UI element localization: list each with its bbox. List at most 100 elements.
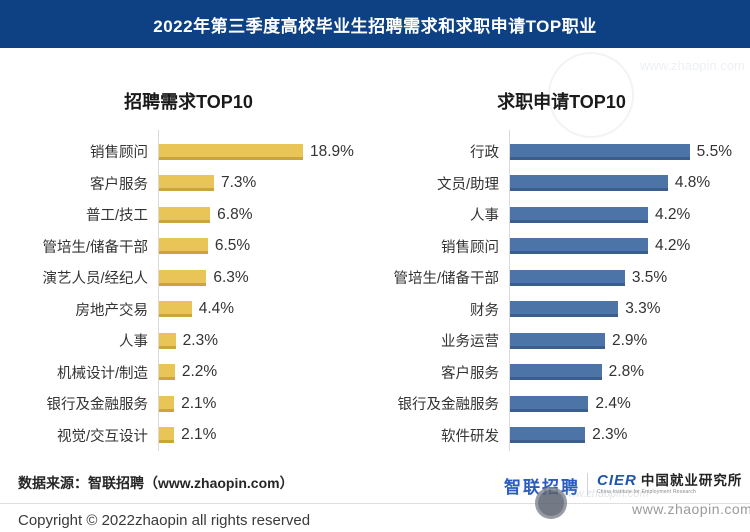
bar — [158, 395, 175, 412]
bar-area: 3.3% — [509, 294, 732, 326]
watermark-circle-top — [548, 52, 634, 138]
chart-title-demand: 招聘需求TOP10 — [124, 92, 253, 112]
bar-row: 行政 5.5% — [391, 136, 732, 168]
category-label: 人事 — [119, 334, 148, 351]
bar-area: 2.2% — [158, 357, 359, 389]
value-label: 6.8% — [217, 205, 253, 223]
bar-row: 财务 3.3% — [391, 294, 732, 326]
bar — [509, 269, 625, 286]
category-label: 演艺人员/经纪人 — [42, 271, 148, 288]
category-label: 管培生/储备干部 — [42, 239, 148, 256]
cier-name: 中国就业研究所 — [640, 473, 743, 488]
value-label: 2.1% — [181, 426, 217, 444]
bar-area: 6.8% — [158, 199, 359, 231]
bar — [509, 332, 605, 349]
category-label: 文员/助理 — [436, 176, 499, 193]
value-label: 3.3% — [625, 300, 661, 318]
category-label: 人事 — [470, 208, 499, 225]
charts-area: 招聘需求TOP10 销售顾问 18.9% 客户服务 7.3% 普工/技工 6.8% 管培生/… — [0, 48, 750, 451]
bar-row: 管培生/储备干部 6.5% — [18, 231, 359, 263]
value-label: 6.5% — [214, 237, 251, 255]
bar — [509, 395, 589, 412]
bar-area: 4.4% — [158, 294, 359, 326]
page-title: 2022年第三季度高校毕业生招聘需求和求职申请TOP职业 — [153, 16, 597, 36]
value-label: 4.4% — [198, 300, 235, 318]
value-label: 4.2% — [654, 205, 691, 223]
bar-row: 客户服务 7.3% — [18, 168, 359, 200]
bar-row: 银行及金融服务 2.4% — [391, 388, 732, 420]
category-label: 软件研发 — [441, 428, 499, 445]
bar-area: 2.8% — [509, 357, 732, 389]
bar — [158, 206, 211, 223]
category-label: 银行及金融服务 — [397, 397, 500, 414]
bar — [158, 269, 207, 286]
bar-area: 2.3% — [158, 325, 359, 357]
category-label: 业务运营 — [441, 334, 499, 351]
bar — [509, 364, 602, 381]
bar-row: 机械设计/制造 2.2% — [18, 357, 359, 389]
value-label: 3.5% — [631, 268, 668, 286]
category-label: 客户服务 — [90, 176, 148, 193]
cier-logo: CIER 中国就业研究所 China Institute for Employm… — [597, 473, 742, 495]
bar-row: 房地产交易 4.4% — [18, 294, 359, 326]
bar-row: 演艺人员/经纪人 6.3% — [18, 262, 359, 294]
bar — [158, 301, 192, 318]
bar — [158, 427, 175, 444]
data-source-note: 数据来源：智联招聘（www.zhaopin.com） — [18, 475, 294, 491]
bar-area: 4.2% — [509, 231, 732, 263]
category-label: 行政 — [470, 145, 499, 162]
bar — [509, 238, 648, 255]
value-label: 2.3% — [592, 426, 628, 444]
bar-area: 5.5% — [509, 136, 732, 168]
website-text: www.zhaopin.com — [632, 501, 750, 517]
title-banner: 2022年第三季度高校毕业生招聘需求和求职申请TOP职业 — [0, 0, 750, 48]
bar — [158, 332, 176, 349]
footer-divider — [0, 503, 750, 504]
logo-divider — [587, 473, 588, 495]
value-label: 7.3% — [221, 174, 257, 192]
cier-acronym: CIER — [597, 472, 637, 489]
bar — [509, 143, 690, 160]
bar-area: 2.9% — [509, 325, 732, 357]
bar-row: 管培生/储备干部 3.5% — [391, 262, 732, 294]
category-label: 银行及金融服务 — [46, 397, 149, 414]
bar-row: 软件研发 2.3% — [391, 420, 732, 452]
bar-row: 人事 4.2% — [391, 199, 732, 231]
bar-row: 业务运营 2.9% — [391, 325, 732, 357]
bar-rows-demand: 销售顾问 18.9% 客户服务 7.3% 普工/技工 6.8% 管培生/储备干部 6.5% 演艺… — [18, 130, 359, 452]
bar-area: 7.3% — [158, 168, 359, 200]
bar-area: 2.3% — [509, 420, 732, 452]
bar-row: 客户服务 2.8% — [391, 357, 732, 389]
bar — [509, 427, 586, 444]
value-label: 2.8% — [608, 363, 644, 381]
bar-row: 销售顾问 18.9% — [18, 136, 359, 168]
value-label: 2.3% — [182, 331, 218, 349]
bar-row: 人事 2.3% — [18, 325, 359, 357]
category-label: 财务 — [470, 302, 499, 319]
value-label: 2.9% — [611, 331, 648, 349]
bar — [509, 301, 619, 318]
bar-area: 6.3% — [158, 262, 359, 294]
value-label: 2.1% — [181, 394, 217, 412]
bar — [158, 143, 303, 160]
value-label: 18.9% — [310, 142, 354, 160]
category-label: 销售顾问 — [441, 239, 499, 256]
category-label: 视觉/交互设计 — [56, 428, 148, 445]
seal-watermark — [535, 487, 567, 519]
value-label: 2.4% — [595, 394, 631, 412]
bar-row: 银行及金融服务 2.1% — [18, 388, 359, 420]
category-label: 机械设计/制造 — [56, 365, 148, 382]
chart-job-applications: 求职申请TOP10 行政 5.5% 文员/助理 4.8% 人事 4.2% 销售顾问 4.2% 管… — [391, 48, 732, 451]
value-label: 2.2% — [181, 363, 218, 381]
bar-area: 6.5% — [158, 231, 359, 263]
bar-area: 2.1% — [158, 420, 359, 452]
category-label: 普工/技工 — [85, 208, 148, 225]
bar-row: 销售顾问 4.2% — [391, 231, 732, 263]
chart-recruitment-demand: 招聘需求TOP10 销售顾问 18.9% 客户服务 7.3% 普工/技工 6.8% 管培生/… — [18, 48, 359, 451]
value-label: 4.8% — [674, 174, 711, 192]
bar — [158, 175, 214, 192]
bar — [158, 238, 208, 255]
value-label: 6.3% — [213, 268, 249, 286]
bar — [509, 175, 668, 192]
